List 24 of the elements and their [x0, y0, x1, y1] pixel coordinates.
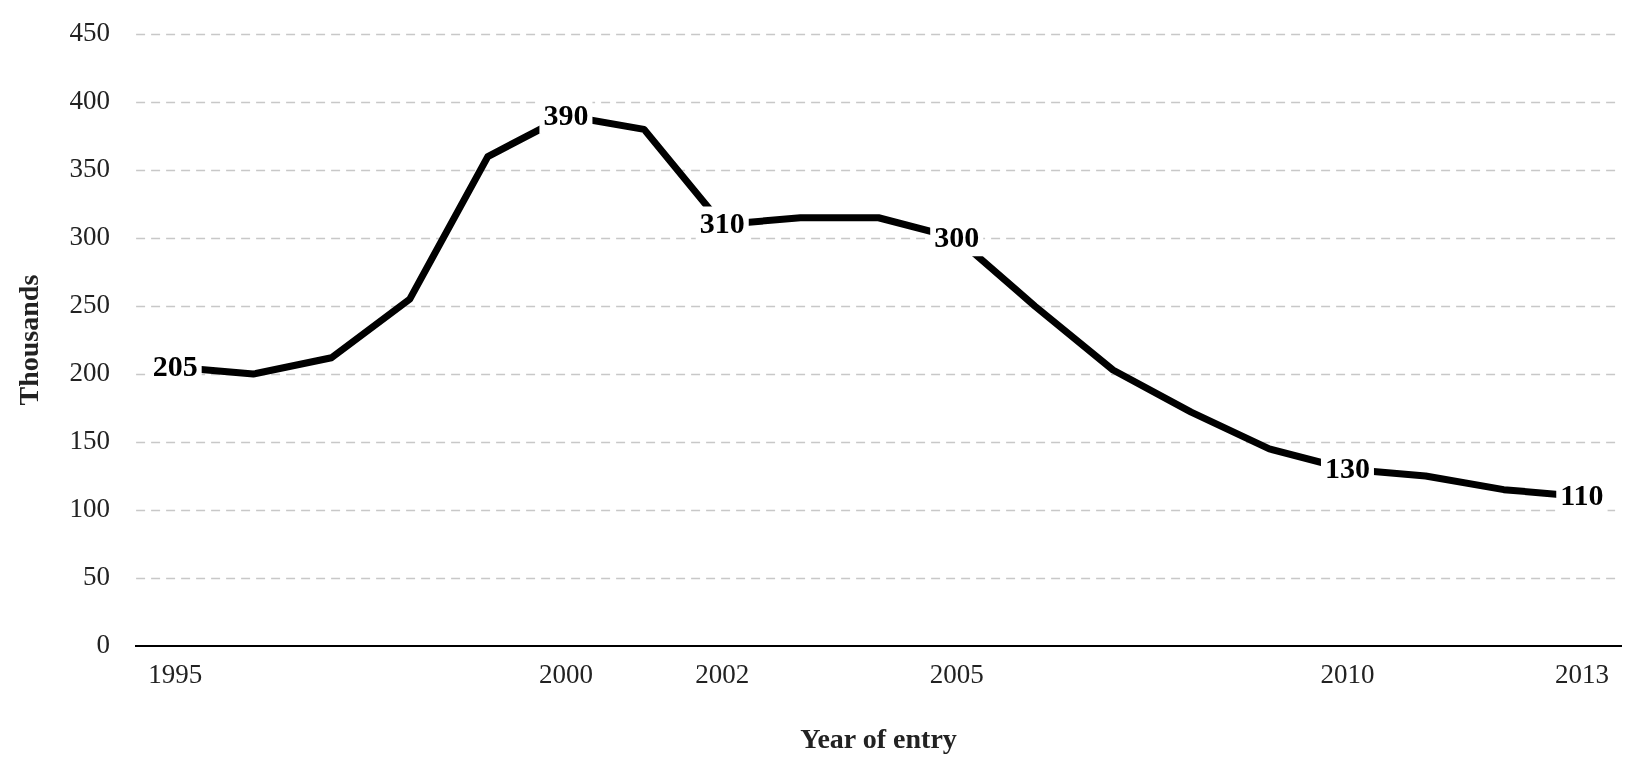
- y-tick-label: 0: [96, 629, 111, 660]
- data-label: 390: [543, 97, 589, 131]
- y-tick-label: 50: [83, 561, 111, 592]
- x-tick-label: 2010: [1320, 659, 1375, 690]
- x-tick-label: 2002: [695, 659, 750, 690]
- x-tick-label: 2013: [1554, 659, 1609, 690]
- x-tick-label: 2005: [929, 659, 984, 690]
- y-tick-label: 100: [69, 493, 111, 524]
- y-tick-label: 350: [69, 153, 111, 184]
- y-tick-label: 150: [69, 425, 111, 456]
- y-axis-title: Thousands: [13, 274, 45, 406]
- data-label: 300: [934, 219, 980, 253]
- data-label: 310: [699, 206, 745, 240]
- data-label: 130: [1324, 451, 1370, 485]
- y-tick-label: 450: [69, 17, 111, 48]
- y-tick-label: 250: [69, 289, 111, 320]
- x-tick-label: 2000: [538, 659, 593, 690]
- x-axis-title: Year of entry: [800, 723, 957, 755]
- data-label: 205: [152, 349, 198, 383]
- y-tick-label: 200: [69, 357, 111, 388]
- y-tick-label: 400: [69, 85, 111, 116]
- data-label: 110: [1560, 478, 1604, 512]
- y-tick-label: 300: [69, 221, 111, 252]
- x-tick-label: 1995: [148, 659, 203, 690]
